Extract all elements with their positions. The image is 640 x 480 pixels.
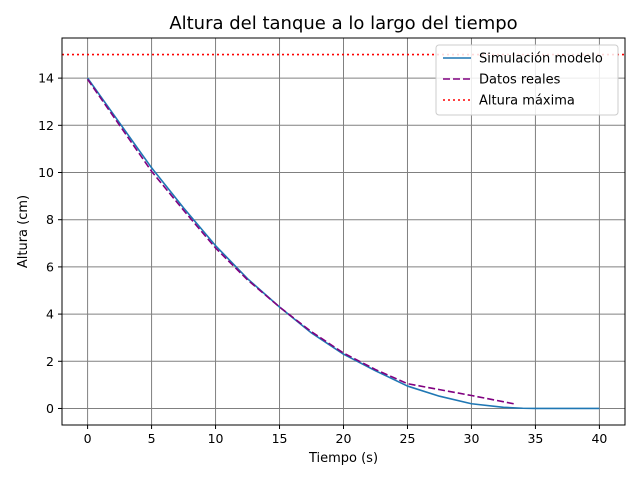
x-tick-label: 10 [208,431,224,446]
legend-label-datos-reales: Datos reales [479,73,561,88]
series-simulacion-modelo [86,77,600,410]
y-tick-label: 0 [46,401,54,416]
y-tick-label: 4 [46,307,54,322]
y-tick-label: 8 [46,212,54,227]
legend-label-altura-maxima: Altura máxima [479,94,575,109]
legend: Simulación modelo Datos reales Altura máxi… [435,44,619,116]
x-tick-label: 30 [464,431,480,446]
ticks: 0 5 10 15 20 25 30 35 40 0 2 4 6 8 10 12 14 [38,71,607,446]
chart-title: Altura del tanque a lo largo del tiempo [169,13,517,34]
legend-box [435,44,619,116]
x-tick-label: 5 [148,431,156,446]
y-tick-label: 14 [38,71,54,86]
x-tick-label: 20 [336,431,352,446]
legend-label-simulacion-modelo: Simulación modelo [479,52,603,67]
x-axis-label: Tiempo (s) [308,451,378,466]
series-datos-reales [86,78,514,405]
x-tick-label: 0 [84,431,92,446]
y-tick-label: 10 [38,165,54,180]
y-axis-label: Altura (cm) [16,195,31,268]
y-tick-label: 12 [38,118,54,133]
x-tick-label: 35 [527,431,543,446]
series-layer [62,53,625,410]
grid [62,38,625,425]
x-tick-label: 40 [591,431,607,446]
y-tick-label: 2 [46,354,54,369]
y-tick-label: 6 [46,259,54,274]
x-tick-label: 25 [400,431,416,446]
x-tick-label: 15 [272,431,288,446]
